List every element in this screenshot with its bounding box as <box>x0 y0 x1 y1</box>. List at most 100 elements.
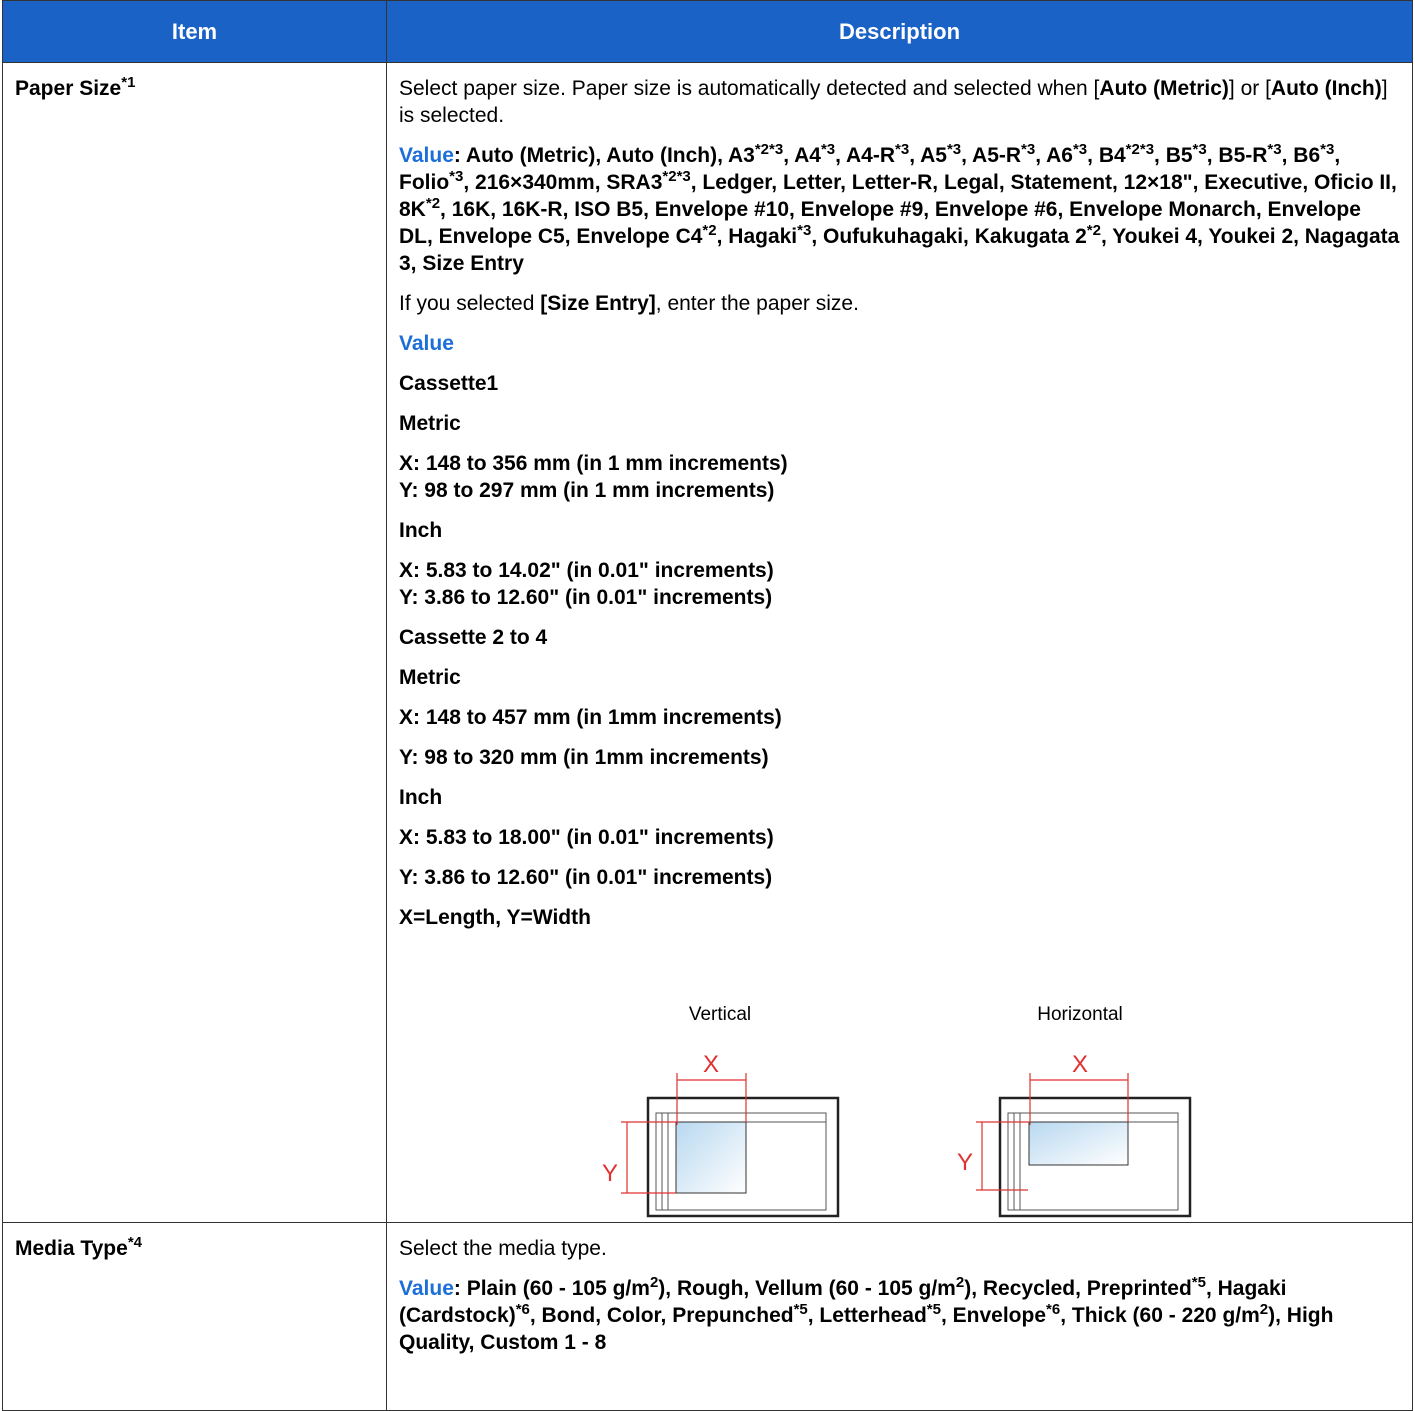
text-run: Media Type <box>15 1237 128 1260</box>
value-label: Value <box>399 1277 454 1300</box>
text-run: , A6 <box>1035 144 1073 167</box>
text-run: : Auto (Metric), Auto (Inch), A3 <box>453 144 755 167</box>
size-line: Inch <box>399 519 443 542</box>
description-cell: Select paper size. Paper size is automat… <box>386 62 1413 1223</box>
footnote-mark: *2*3 <box>662 167 691 185</box>
size-line: X=Length, Y=Width <box>399 906 591 929</box>
text-run: , 216×340mm, SRA3 <box>463 171 663 194</box>
intro-paragraph: Select paper size. Paper size is automat… <box>399 75 1400 129</box>
footnote-mark: *3 <box>1072 140 1088 158</box>
size-line: Y: 98 to 320 mm (in 1mm increments) <box>399 746 769 769</box>
footnote-mark: *3 <box>449 167 464 185</box>
text-run: , Letterhead <box>807 1304 927 1327</box>
item-cell: Media Type*4 <box>2 1222 387 1411</box>
value-paragraph: Value: Auto (Metric), Auto (Inch), A3*2*… <box>399 142 1400 277</box>
footnote-mark: *3 <box>946 140 962 158</box>
header-description: Description <box>386 0 1413 63</box>
footnote-mark: *3 <box>1021 140 1036 158</box>
text-run: , Bond, Color, Prepunched <box>529 1304 794 1327</box>
dimension-label: Y <box>602 1160 618 1187</box>
text-run: : Plain (60 - 105 g/m <box>453 1277 650 1300</box>
size-line: Metric <box>399 666 461 689</box>
footnote-mark: *2 <box>702 221 717 239</box>
size-line: X: 148 to 356 mm (in 1 mm increments) <box>399 452 788 475</box>
size-entry: Y: 3.86 to 12.60" (in 0.01" increments) <box>399 864 1400 891</box>
bold-text: Auto (Metric) <box>1099 77 1229 100</box>
size-line: Y: 98 to 297 mm (in 1 mm increments) <box>399 479 775 502</box>
text-run: Paper Size <box>15 77 122 100</box>
figure-caption: Horizontal <box>1037 1004 1123 1025</box>
size-entry: X: 5.83 to 18.00" (in 0.01" increments) <box>399 824 1400 851</box>
text-run: , 16K, 16K-R, ISO B5, Envelope #10, Enve… <box>399 198 1361 248</box>
footnote-mark: *5 <box>926 1300 941 1318</box>
size-entry: Y: 98 to 320 mm (in 1mm increments) <box>399 744 1400 771</box>
size-entry: Cassette 2 to 4 <box>399 624 1400 651</box>
size-line: X: 5.83 to 14.02" (in 0.01" increments) <box>399 559 774 582</box>
size-line: Metric <box>399 412 461 435</box>
text-run: , A4 <box>783 144 821 167</box>
text-run: , enter the paper size. <box>655 292 859 315</box>
size-entry: Metric <box>399 410 1400 437</box>
size-figure: Vertical Horizontal X Y <box>602 1004 1192 1218</box>
value-paragraph: Value: Plain (60 - 105 g/m2), Rough, Vel… <box>399 1275 1400 1356</box>
text-run: ] or [ <box>1228 77 1271 100</box>
size-line: Y: 3.86 to 12.60" (in 0.01" increments) <box>399 866 773 889</box>
text-run: ), High Quality, Custom 1 - 8 <box>399 1304 1334 1354</box>
figure-caption: Vertical <box>689 1004 751 1025</box>
footnote-mark: 2 <box>955 1273 965 1291</box>
size-entry: Inch <box>399 784 1400 811</box>
dimension-label: X <box>703 1051 719 1078</box>
text-run: ), Rough, Vellum (60 - 105 g/m <box>658 1277 956 1300</box>
footnote-mark: *3 <box>1192 140 1207 158</box>
size-line: X: 5.83 to 18.00" (in 0.01" increments) <box>399 826 774 849</box>
text-run: , Ledger, Letter, Letter-R, Legal, State… <box>399 171 1397 221</box>
size-entry: X: 5.83 to 14.02" (in 0.01" increments) Y… <box>399 557 1400 611</box>
text-run: Select the media type. <box>399 1237 607 1260</box>
size-entry-note: If you selected [Size Entry], enter the … <box>399 290 1400 317</box>
text-run: ] is selected. <box>399 77 1388 127</box>
text-run: Select paper size. Paper size is automat… <box>399 77 1100 100</box>
footnote-mark: *6 <box>1046 1300 1061 1318</box>
horizontal-diagram <box>976 1073 1192 1218</box>
footnote-mark: *3 <box>797 221 812 239</box>
footnote-mark: 2 <box>1259 1300 1269 1318</box>
item-cell: Paper Size*1 <box>2 62 387 1223</box>
row: Paper Size*1 Select paper size. Paper si… <box>2 62 1413 1223</box>
footnote-mark: *3 <box>895 140 910 158</box>
value-label: Value <box>399 330 1400 357</box>
text-run: , B5-R <box>1206 144 1268 167</box>
text-run: , A5-R <box>961 144 1022 167</box>
footnote-mark: *3 <box>820 140 836 158</box>
footnote-mark: 2 <box>649 1273 659 1291</box>
vertical-diagram <box>621 1073 840 1218</box>
text-run: , B4 <box>1087 144 1126 167</box>
value-label: Value <box>399 144 454 167</box>
size-entry: X: 148 to 457 mm (in 1mm increments) <box>399 704 1400 731</box>
description-cell: Select the media type. Value: Plain (60 -… <box>386 1222 1413 1411</box>
footnote-mark: *5 <box>793 1300 808 1318</box>
size-line: Y: 3.86 to 12.60" (in 0.01" increments) <box>399 586 773 609</box>
footnote-mark: *3 <box>1320 140 1335 158</box>
size-entry: Inch <box>399 517 1400 544</box>
size-line: Cassette1 <box>399 372 499 395</box>
size-line: X: 148 to 457 mm (in 1mm increments) <box>399 706 782 729</box>
bold-text: [Size Entry] <box>540 292 656 315</box>
text-run: , Oufukuhagaki, Kakugata 2 <box>811 225 1087 248</box>
text-run: , Youkei 4, Youkei 2, Nagagata 3, Size E… <box>399 225 1400 275</box>
text-run: ), Recycled, Preprinted <box>964 1277 1192 1300</box>
text-run: , Hagaki (Cardstock) <box>399 1277 1287 1327</box>
size-entry: Cassette1 <box>399 370 1400 397</box>
text-run: , Envelope <box>940 1304 1047 1327</box>
text-run: , A5 <box>909 144 947 167</box>
footnote-mark: *6 <box>515 1300 530 1318</box>
size-entry: X: 148 to 356 mm (in 1 mm increments) Y: … <box>399 450 1400 504</box>
footnote-mark: *4 <box>127 1233 142 1251</box>
text-run: If you selected <box>399 292 541 315</box>
bold-text: Auto (Inch) <box>1270 77 1382 100</box>
text-run: , B5 <box>1154 144 1193 167</box>
footnote-mark: *2 <box>1086 221 1101 239</box>
footnote-mark: *3 <box>1267 140 1282 158</box>
text-run: , B6 <box>1281 144 1321 167</box>
footnote-mark: *2*3 <box>1125 140 1155 158</box>
